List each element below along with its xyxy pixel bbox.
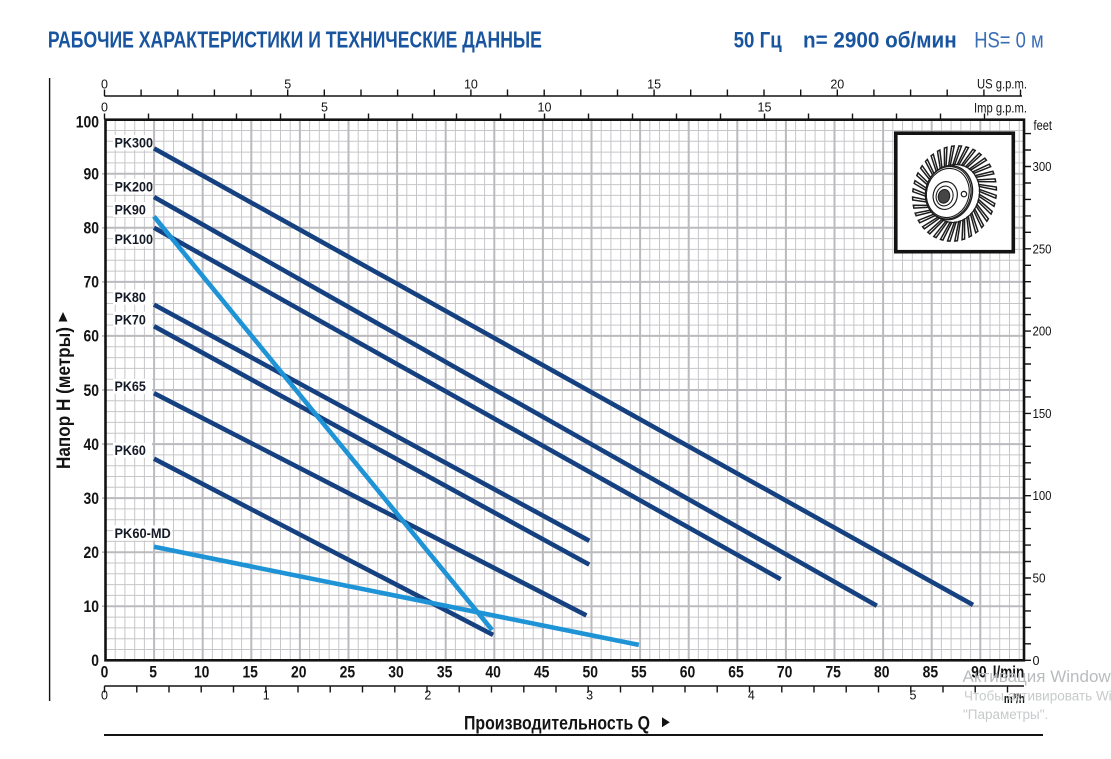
svg-text:50: 50 — [1033, 572, 1046, 586]
svg-text:25: 25 — [340, 664, 356, 682]
svg-text:PK65: PK65 — [115, 378, 146, 394]
svg-text:200: 200 — [1033, 325, 1052, 339]
svg-text:80: 80 — [84, 220, 100, 238]
svg-text:PK90: PK90 — [115, 202, 146, 218]
svg-text:90: 90 — [971, 664, 987, 682]
svg-text:300: 300 — [1033, 160, 1052, 174]
svg-text:55: 55 — [631, 664, 647, 682]
svg-text:35: 35 — [437, 664, 453, 682]
svg-text:75: 75 — [825, 664, 841, 682]
svg-text:4: 4 — [748, 689, 755, 703]
svg-text:60: 60 — [84, 328, 100, 346]
svg-text:30: 30 — [84, 490, 100, 508]
svg-text:20: 20 — [291, 664, 307, 682]
svg-text:Imp g.p.m.: Imp g.p.m. — [974, 101, 1027, 116]
svg-text:10: 10 — [464, 78, 478, 92]
svg-text:5: 5 — [284, 78, 291, 92]
svg-text:0: 0 — [101, 664, 109, 682]
svg-text:PK300: PK300 — [115, 135, 154, 151]
svg-text:PK70: PK70 — [115, 311, 146, 327]
svg-text:60: 60 — [680, 664, 696, 682]
svg-text:PK60: PK60 — [115, 442, 146, 458]
svg-text:50: 50 — [583, 664, 599, 682]
svg-text:65: 65 — [728, 664, 744, 682]
svg-text:Напор H (метры): Напор H (метры) — [54, 327, 75, 469]
svg-text:1: 1 — [263, 689, 270, 703]
svg-text:Чтобы активировать Windows, пе: Чтобы активировать Windows, перейдите — [964, 689, 1111, 704]
svg-text:l/min: l/min — [993, 664, 1024, 682]
svg-text:HS= 0 м: HS= 0 м — [974, 27, 1043, 52]
svg-text:150: 150 — [1033, 407, 1052, 421]
svg-text:50: 50 — [84, 382, 100, 400]
svg-text:250: 250 — [1033, 242, 1052, 256]
svg-text:70: 70 — [777, 664, 793, 682]
svg-text:45: 45 — [534, 664, 550, 682]
svg-text:0: 0 — [101, 78, 108, 92]
svg-text:10: 10 — [194, 664, 210, 682]
svg-text:15: 15 — [758, 101, 772, 115]
svg-text:90: 90 — [84, 166, 100, 184]
svg-text:PK80: PK80 — [115, 289, 146, 305]
svg-text:Активация Windows: Активация Windows — [963, 667, 1111, 686]
svg-text:100: 100 — [1033, 489, 1052, 503]
svg-text:5: 5 — [149, 664, 157, 682]
svg-text:0: 0 — [101, 101, 108, 115]
svg-text:20: 20 — [84, 544, 100, 562]
svg-text:5: 5 — [910, 689, 917, 703]
svg-text:m³/h: m³/h — [1004, 691, 1025, 706]
svg-text:Производительность Q: Производительность Q — [464, 713, 650, 734]
svg-text:50 Гц: 50 Гц — [734, 27, 782, 52]
svg-text:0: 0 — [91, 652, 99, 670]
svg-text:0: 0 — [101, 689, 108, 703]
svg-text:US g.p.m.: US g.p.m. — [977, 77, 1027, 92]
svg-text:15: 15 — [647, 78, 661, 92]
svg-text:5: 5 — [321, 101, 328, 115]
svg-text:20: 20 — [830, 78, 844, 92]
svg-text:100: 100 — [76, 114, 99, 132]
svg-text:10: 10 — [538, 101, 552, 115]
svg-text:80: 80 — [874, 664, 890, 682]
svg-text:10: 10 — [84, 598, 100, 616]
svg-text:2: 2 — [424, 689, 431, 703]
svg-text:30: 30 — [388, 664, 404, 682]
svg-text:0: 0 — [1033, 654, 1040, 668]
svg-text:PK60-MD: PK60-MD — [115, 525, 171, 541]
svg-text:3: 3 — [586, 689, 593, 703]
svg-text:70: 70 — [84, 274, 100, 292]
svg-text:feet: feet — [1034, 118, 1053, 133]
svg-text:15: 15 — [242, 664, 258, 682]
svg-text:РАБОЧИЕ ХАРАКТЕРИСТИКИ И ТЕХНИ: РАБОЧИЕ ХАРАКТЕРИСТИКИ И ТЕХНИЧЕСКИЕ ДАН… — [48, 26, 542, 52]
svg-text:40: 40 — [84, 436, 100, 454]
svg-text:85: 85 — [923, 664, 939, 682]
svg-text:"Параметры".: "Параметры". — [963, 707, 1048, 722]
svg-text:PK100: PK100 — [115, 231, 154, 247]
svg-text:40: 40 — [485, 664, 501, 682]
svg-text:n= 2900 об/мин: n= 2900 об/мин — [803, 27, 957, 52]
svg-text:PK200: PK200 — [115, 178, 154, 194]
